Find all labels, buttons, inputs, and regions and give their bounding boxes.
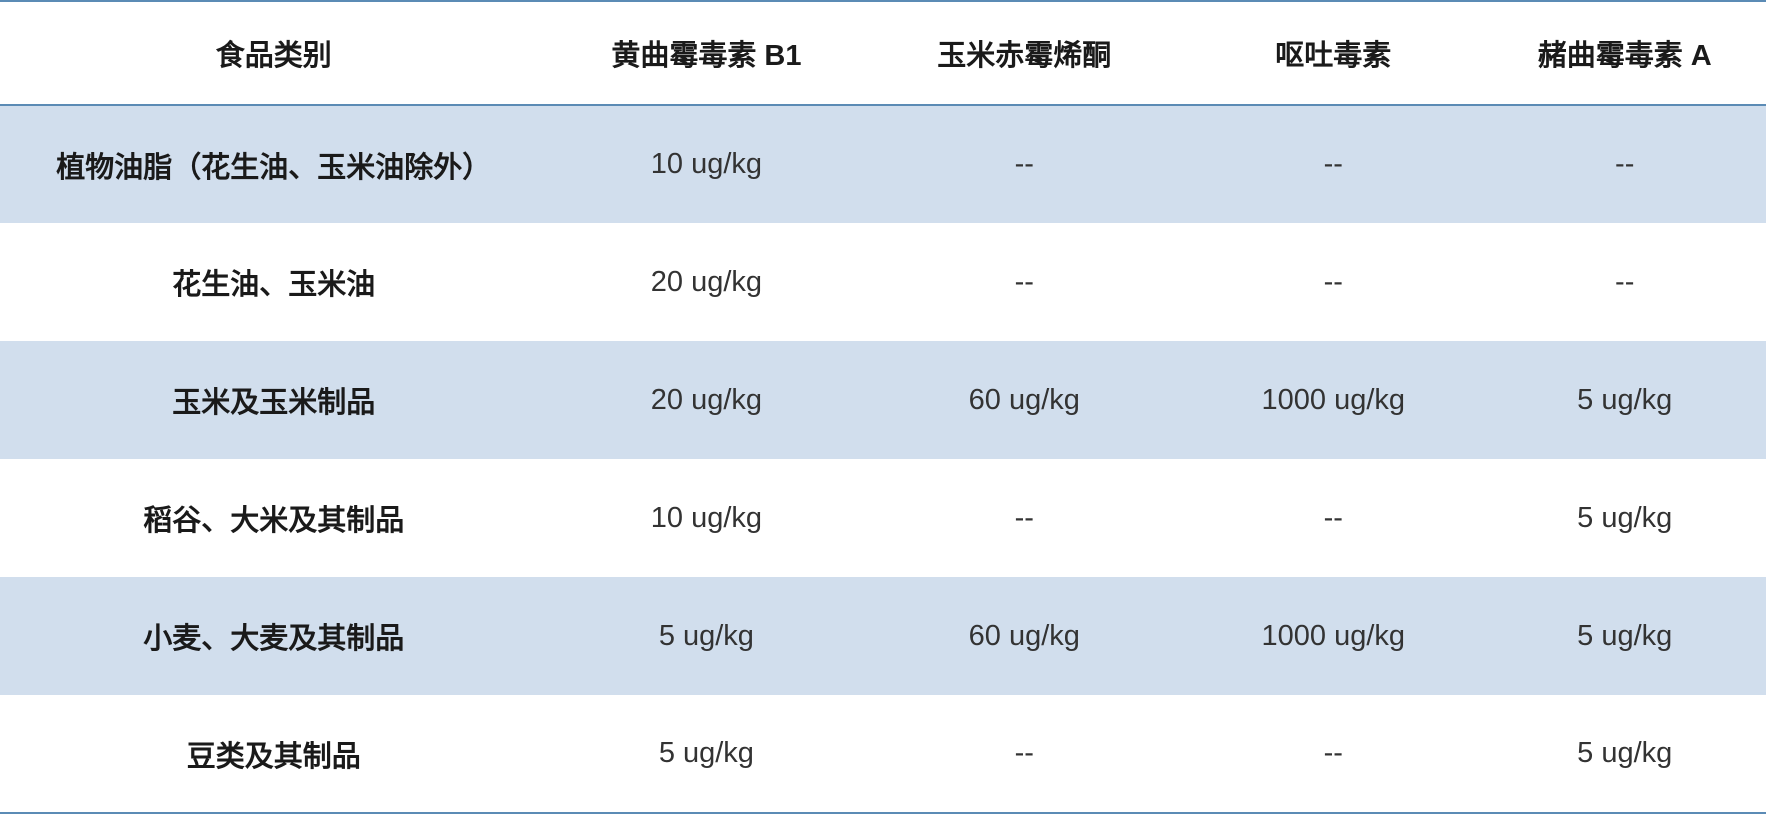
table-row: 小麦、大麦及其制品 5 ug/kg 60 ug/kg 1000 ug/kg 5 … bbox=[0, 577, 1766, 695]
table-header-row: 食品类别 黄曲霉毒素 B1 玉米赤霉烯酮 呕吐毒素 赭曲霉毒素 A bbox=[0, 1, 1766, 105]
table-row: 玉米及玉米制品 20 ug/kg 60 ug/kg 1000 ug/kg 5 u… bbox=[0, 341, 1766, 459]
cell-category: 小麦、大麦及其制品 bbox=[0, 577, 547, 695]
cell-value: 20 ug/kg bbox=[547, 223, 865, 341]
data-table: 食品类别 黄曲霉毒素 B1 玉米赤霉烯酮 呕吐毒素 赭曲霉毒素 A 植物油脂（花… bbox=[0, 0, 1766, 814]
cell-value: 5 ug/kg bbox=[547, 695, 865, 813]
cell-value: 60 ug/kg bbox=[865, 577, 1183, 695]
cell-value: -- bbox=[1183, 695, 1483, 813]
cell-value: 5 ug/kg bbox=[547, 577, 865, 695]
cell-value: 1000 ug/kg bbox=[1183, 577, 1483, 695]
cell-value: 5 ug/kg bbox=[1483, 341, 1766, 459]
cell-value: 1000 ug/kg bbox=[1183, 341, 1483, 459]
table-row: 植物油脂（花生油、玉米油除外） 10 ug/kg -- -- -- bbox=[0, 105, 1766, 223]
cell-category: 稻谷、大米及其制品 bbox=[0, 459, 547, 577]
cell-value: -- bbox=[1483, 105, 1766, 223]
cell-value: 10 ug/kg bbox=[547, 105, 865, 223]
cell-value: -- bbox=[1183, 105, 1483, 223]
cell-value: -- bbox=[865, 695, 1183, 813]
mycotoxin-limits-table: 食品类别 黄曲霉毒素 B1 玉米赤霉烯酮 呕吐毒素 赭曲霉毒素 A 植物油脂（花… bbox=[0, 0, 1766, 814]
cell-category: 花生油、玉米油 bbox=[0, 223, 547, 341]
cell-value: -- bbox=[865, 459, 1183, 577]
table-row: 花生油、玉米油 20 ug/kg -- -- -- bbox=[0, 223, 1766, 341]
cell-value: 5 ug/kg bbox=[1483, 577, 1766, 695]
column-header-zearalenone: 玉米赤霉烯酮 bbox=[865, 1, 1183, 105]
cell-value: -- bbox=[1183, 223, 1483, 341]
cell-value: -- bbox=[865, 105, 1183, 223]
cell-value: -- bbox=[1183, 459, 1483, 577]
cell-value: 60 ug/kg bbox=[865, 341, 1183, 459]
column-header-aflatoxin-b1: 黄曲霉毒素 B1 bbox=[547, 1, 865, 105]
cell-value: 20 ug/kg bbox=[547, 341, 865, 459]
table-row: 豆类及其制品 5 ug/kg -- -- 5 ug/kg bbox=[0, 695, 1766, 813]
cell-value: -- bbox=[865, 223, 1183, 341]
cell-category: 植物油脂（花生油、玉米油除外） bbox=[0, 105, 547, 223]
table-row: 稻谷、大米及其制品 10 ug/kg -- -- 5 ug/kg bbox=[0, 459, 1766, 577]
column-header-category: 食品类别 bbox=[0, 1, 547, 105]
column-header-vomitoxin: 呕吐毒素 bbox=[1183, 1, 1483, 105]
cell-value: 10 ug/kg bbox=[547, 459, 865, 577]
cell-value: 5 ug/kg bbox=[1483, 695, 1766, 813]
cell-category: 豆类及其制品 bbox=[0, 695, 547, 813]
cell-value: 5 ug/kg bbox=[1483, 459, 1766, 577]
column-header-ochratoxin-a: 赭曲霉毒素 A bbox=[1483, 1, 1766, 105]
cell-category: 玉米及玉米制品 bbox=[0, 341, 547, 459]
cell-value: -- bbox=[1483, 223, 1766, 341]
